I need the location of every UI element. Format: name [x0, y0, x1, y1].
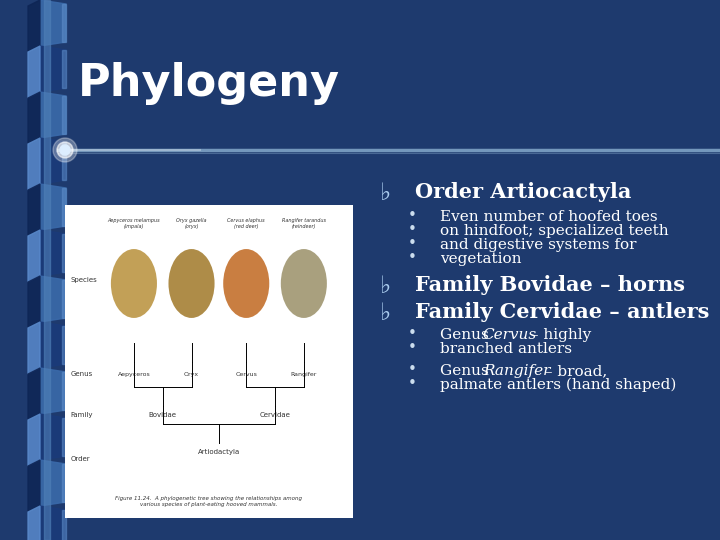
- Text: Cervus: Cervus: [235, 372, 257, 377]
- Polygon shape: [40, 276, 66, 322]
- Text: ♭: ♭: [380, 275, 391, 298]
- Polygon shape: [40, 322, 66, 368]
- Text: Even number of hoofed toes: Even number of hoofed toes: [440, 210, 657, 224]
- Text: Rangifer: Rangifer: [291, 372, 317, 377]
- Polygon shape: [40, 184, 66, 230]
- Text: Aepyceros: Aepyceros: [117, 372, 150, 377]
- Polygon shape: [28, 92, 40, 144]
- Polygon shape: [28, 276, 40, 328]
- Polygon shape: [62, 234, 66, 272]
- Text: Family Cervidae – antlers: Family Cervidae – antlers: [415, 302, 709, 322]
- Text: •: •: [408, 362, 417, 377]
- Text: – highly: – highly: [526, 328, 591, 342]
- Text: Species: Species: [71, 278, 97, 284]
- Polygon shape: [40, 138, 66, 184]
- Text: Family Bovidae – horns: Family Bovidae – horns: [415, 275, 685, 295]
- Polygon shape: [40, 414, 66, 460]
- Ellipse shape: [281, 249, 327, 318]
- Circle shape: [53, 138, 77, 162]
- Text: Aepyceros melampus
(impala): Aepyceros melampus (impala): [107, 218, 161, 228]
- Text: •: •: [408, 208, 417, 223]
- Text: Family: Family: [71, 412, 93, 418]
- Polygon shape: [62, 4, 66, 42]
- Polygon shape: [40, 230, 66, 276]
- Text: Oryx gazella
(oryx): Oryx gazella (oryx): [176, 218, 207, 228]
- Text: Order: Order: [71, 456, 90, 462]
- Polygon shape: [62, 326, 66, 364]
- Text: on hindfoot; specialized teeth: on hindfoot; specialized teeth: [440, 224, 669, 238]
- Polygon shape: [28, 506, 40, 540]
- Text: Phylogeny: Phylogeny: [78, 62, 340, 105]
- Text: •: •: [408, 236, 417, 251]
- Ellipse shape: [111, 249, 157, 318]
- Polygon shape: [62, 464, 66, 502]
- Text: •: •: [408, 340, 417, 355]
- Polygon shape: [62, 188, 66, 226]
- Ellipse shape: [168, 249, 215, 318]
- Polygon shape: [28, 0, 40, 52]
- Text: Rangifer: Rangifer: [483, 364, 550, 378]
- Text: •: •: [408, 222, 417, 237]
- Polygon shape: [40, 460, 66, 506]
- Text: palmate antlers (hand shaped): palmate antlers (hand shaped): [440, 378, 676, 393]
- Text: and digestive systems for: and digestive systems for: [440, 238, 636, 252]
- Text: •: •: [408, 326, 417, 341]
- Polygon shape: [40, 0, 66, 46]
- Text: branched antlers: branched antlers: [440, 342, 572, 356]
- Polygon shape: [28, 414, 40, 466]
- Text: Figure 11.24.  A phylogenetic tree showing the relationships among
various speci: Figure 11.24. A phylogenetic tree showin…: [115, 496, 302, 507]
- Text: Genus: Genus: [440, 364, 494, 378]
- Circle shape: [60, 145, 70, 155]
- Text: ♭: ♭: [380, 302, 391, 325]
- Polygon shape: [62, 142, 66, 180]
- Text: Genus: Genus: [71, 372, 93, 377]
- Polygon shape: [28, 46, 40, 98]
- Polygon shape: [40, 368, 66, 414]
- Text: •: •: [408, 376, 417, 391]
- Text: •: •: [408, 250, 417, 265]
- Polygon shape: [28, 230, 40, 282]
- Text: Cervus elaphus
(red deer): Cervus elaphus (red deer): [228, 218, 265, 228]
- Polygon shape: [28, 322, 40, 374]
- Ellipse shape: [223, 249, 269, 318]
- Text: Genus: Genus: [440, 328, 494, 342]
- Polygon shape: [40, 46, 66, 92]
- Polygon shape: [44, 0, 50, 540]
- Polygon shape: [28, 138, 40, 190]
- Text: ♭: ♭: [380, 182, 391, 205]
- Polygon shape: [28, 368, 40, 420]
- Polygon shape: [40, 506, 66, 540]
- Polygon shape: [62, 510, 66, 540]
- Text: Cervus: Cervus: [483, 328, 537, 342]
- Polygon shape: [40, 92, 66, 138]
- Polygon shape: [62, 372, 66, 410]
- Text: Artiodactyla: Artiodactyla: [198, 449, 240, 456]
- Bar: [65, 205, 353, 518]
- Text: Cervidae: Cervidae: [260, 412, 290, 418]
- Text: Oryx: Oryx: [184, 372, 199, 377]
- Circle shape: [57, 142, 73, 158]
- Polygon shape: [62, 280, 66, 318]
- Polygon shape: [28, 460, 40, 512]
- Text: Bovidae: Bovidae: [149, 412, 176, 418]
- Text: vegetation: vegetation: [440, 252, 521, 266]
- Polygon shape: [62, 50, 66, 88]
- Text: Rangifer tarandus
(reindeer): Rangifer tarandus (reindeer): [282, 218, 326, 228]
- Text: – broad,: – broad,: [540, 364, 608, 378]
- Polygon shape: [28, 184, 40, 236]
- Text: Order Artiocactyla: Order Artiocactyla: [415, 182, 631, 202]
- Polygon shape: [62, 96, 66, 134]
- Polygon shape: [62, 418, 66, 456]
